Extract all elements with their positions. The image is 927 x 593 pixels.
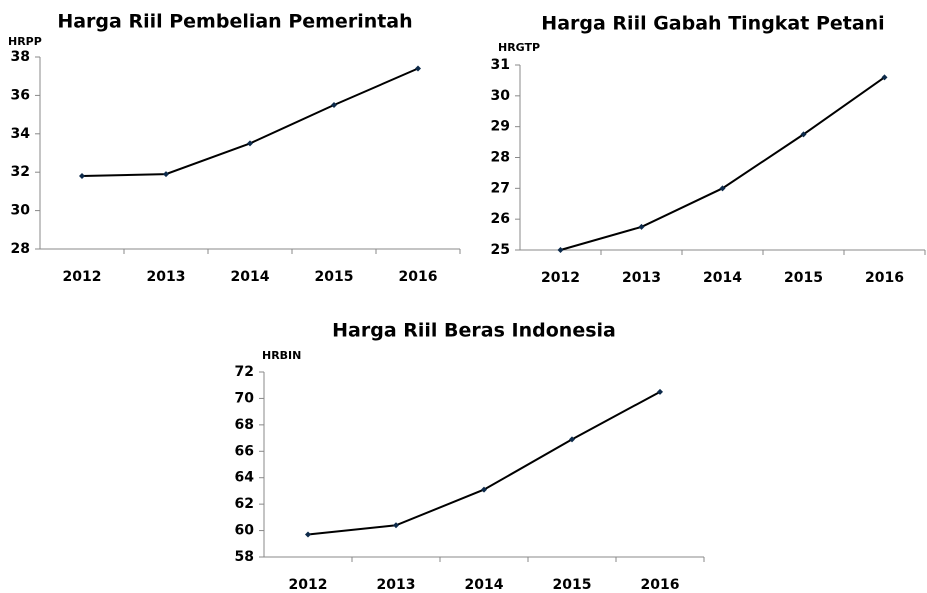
y-tick-label: 70 <box>235 390 255 406</box>
y-tick-label: 34 <box>11 126 31 142</box>
y-tick-label: 64 <box>235 470 255 486</box>
marker <box>657 388 663 395</box>
y-tick-label: 25 <box>491 242 510 258</box>
y-tick-label: 36 <box>11 87 30 103</box>
x-tick-label: 2015 <box>784 270 823 286</box>
y-tick-label: 28 <box>11 241 30 257</box>
x-tick-label: 2013 <box>622 270 661 286</box>
y-tick-label: 68 <box>235 417 254 433</box>
x-tick-label: 2012 <box>289 577 328 593</box>
y-tick-label: 38 <box>11 49 30 65</box>
line <box>560 76 886 251</box>
marker <box>393 522 399 529</box>
y-axis-label: HRPP <box>8 35 42 48</box>
x-tick-label: 2016 <box>399 269 438 285</box>
marker <box>247 140 253 147</box>
line <box>81 67 419 178</box>
line <box>307 390 661 536</box>
x-tick-label: 2014 <box>465 577 504 593</box>
y-tick-label: 30 <box>491 88 511 104</box>
x-tick-label: 2016 <box>641 577 680 593</box>
marker <box>638 223 645 230</box>
y-tick-label: 58 <box>235 549 254 565</box>
y-tick-label: 66 <box>235 443 254 459</box>
marker <box>163 171 169 178</box>
y-tick-label: 31 <box>491 57 510 73</box>
y-axis-label: HRGTP <box>498 41 540 54</box>
marker <box>719 185 726 192</box>
chart-title: Harga Riil Gabah Tingkat Petani <box>541 13 884 35</box>
chart-title: Harga Riil Pembelian Pemerintah <box>57 11 412 33</box>
marker <box>305 531 311 538</box>
x-tick-label: 2012 <box>63 269 102 285</box>
x-tick-label: 2016 <box>865 270 904 286</box>
marker <box>331 102 337 108</box>
marker <box>481 486 487 493</box>
y-tick-label: 26 <box>491 211 510 227</box>
x-tick-label: 2014 <box>703 270 742 286</box>
y-tick-label: 27 <box>491 180 510 196</box>
x-tick-label: 2013 <box>147 269 186 285</box>
y-tick-label: 60 <box>235 523 255 539</box>
chart-title: Harga Riil Beras Indonesia <box>332 320 616 342</box>
y-tick-label: 28 <box>491 150 510 166</box>
marker <box>415 65 421 72</box>
x-tick-label: 2012 <box>541 270 580 286</box>
y-axis-label: HRBIN <box>262 349 301 362</box>
marker <box>569 436 575 443</box>
y-tick-label: 29 <box>491 119 510 135</box>
y-tick-label: 62 <box>235 496 254 512</box>
y-tick-label: 30 <box>11 203 31 219</box>
marker <box>79 173 85 180</box>
y-tick-label: 32 <box>11 164 30 180</box>
y-tick-label: 72 <box>235 364 254 380</box>
marker <box>557 247 564 253</box>
x-tick-label: 2015 <box>315 269 354 285</box>
x-tick-label: 2013 <box>377 577 416 593</box>
x-tick-label: 2015 <box>553 577 592 593</box>
marker <box>800 131 807 138</box>
marker <box>881 74 888 81</box>
x-tick-label: 2014 <box>231 269 270 285</box>
